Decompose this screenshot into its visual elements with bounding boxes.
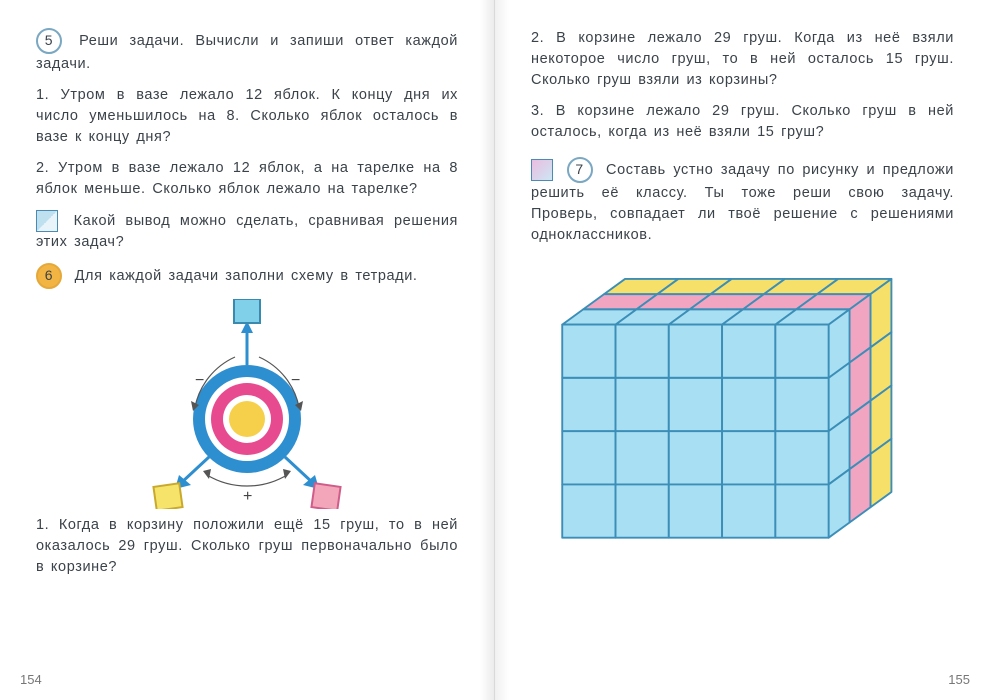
- task5-lead-text: Реши задачи. Вычисли и запиши ответ кажд…: [36, 33, 458, 72]
- right-page: 2. В корзине лежало 29 груш. Когда из не…: [495, 0, 990, 700]
- svg-text:−: −: [195, 372, 204, 389]
- task6-p2: 2. В корзине лежало 29 груш. Когда из не…: [531, 28, 954, 91]
- svg-text:−: −: [291, 372, 300, 389]
- task6-p3: 3. В корзине лежало 29 груш. Сколько гру…: [531, 101, 954, 143]
- question-icon: [36, 210, 58, 232]
- task5-p2: 2. Утром в вазе лежало 12 яблок, а на та…: [36, 158, 458, 200]
- page-number-right: 155: [948, 671, 970, 690]
- task5-number: 5: [36, 28, 62, 54]
- task6-lead-text: Для каждой задачи заполни схему в тетрад…: [75, 268, 418, 284]
- task7-number: 7: [567, 157, 593, 183]
- scheme-diagram: − − +: [137, 299, 357, 509]
- task7-lead: 7 Составь устно задачу по рисунку и пред…: [531, 157, 954, 246]
- task6-lead: 6 Для каждой задачи заполни схему в тетр…: [36, 263, 458, 289]
- task6-p1: 1. Когда в корзину положили ещё 15 груш,…: [36, 515, 458, 578]
- task5-lead: 5 Реши задачи. Вычисли и запиши ответ ка…: [36, 28, 458, 75]
- conclusion: Какой вывод можно сделать, сравнивая реш…: [36, 210, 458, 253]
- svg-text:+: +: [243, 488, 252, 505]
- cube-diagram: [543, 258, 943, 617]
- page-number-left: 154: [20, 671, 42, 690]
- task6-number: 6: [36, 263, 62, 289]
- task5-p1: 1. Утром в вазе лежало 12 яблок. К концу…: [36, 85, 458, 148]
- group-icon: [531, 159, 553, 181]
- task7-lead-text: Составь устно задачу по рисунку и предло…: [531, 162, 954, 243]
- conclusion-text: Какой вывод можно сделать, сравнивая реш…: [36, 213, 458, 250]
- left-page: 5 Реши задачи. Вычисли и запиши ответ ка…: [0, 0, 495, 700]
